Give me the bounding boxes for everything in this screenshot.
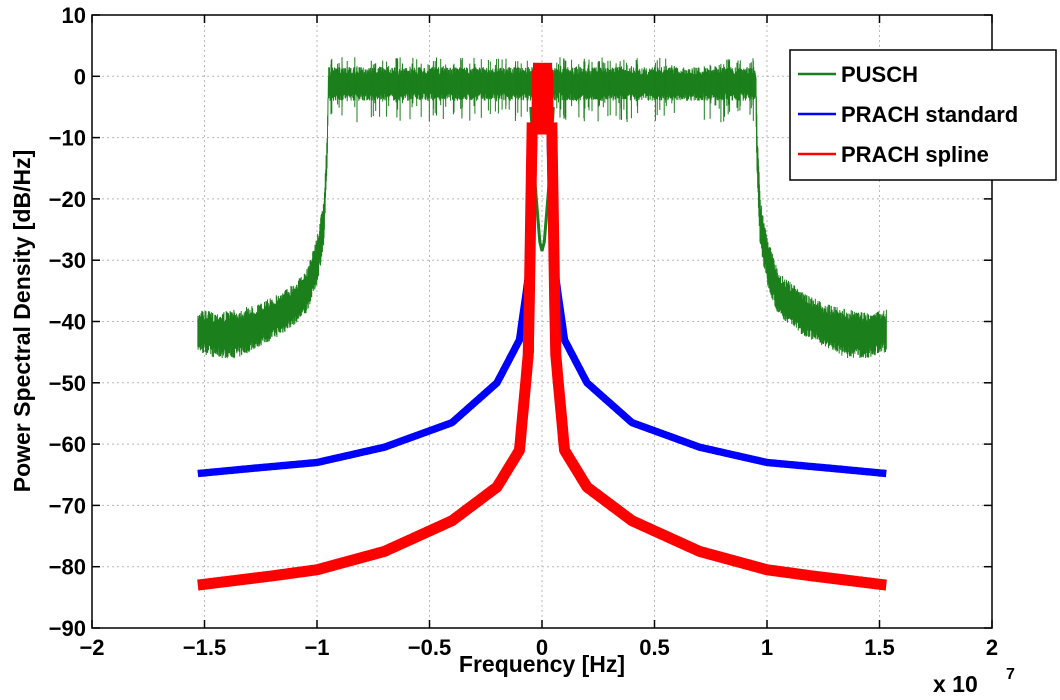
x-tick-label: 0 — [536, 635, 548, 660]
x-multiplier-label: x 10 — [933, 671, 978, 697]
y-tick-label: −90 — [49, 616, 86, 641]
legend-label: PRACH spline — [841, 142, 989, 167]
legend-label: PUSCH — [841, 62, 918, 87]
y-tick-label: −70 — [49, 493, 86, 518]
y-tick-label: 0 — [74, 64, 86, 89]
prach-spline-line-right — [546, 122, 891, 591]
x-multiplier-exponent: 7 — [1006, 666, 1015, 683]
y-axis-title: Power Spectral Density [dB/Hz] — [9, 150, 35, 493]
prach-spline-skirt-right — [551, 70, 557, 354]
x-axis-title: Frequency [Hz] — [459, 651, 625, 677]
legend-label: PRACH standard — [841, 102, 1018, 127]
x-tick-label: 2 — [986, 635, 998, 660]
x-multiplier-base: x 10 — [933, 671, 978, 697]
x-tick-label: 1.5 — [864, 635, 895, 660]
prach-spline-center-block — [533, 62, 553, 135]
y-tick-label: −50 — [49, 371, 86, 396]
x-tick-label: 1 — [761, 635, 773, 660]
x-tick-label: −0.5 — [408, 635, 451, 660]
x-tick-label: −2 — [79, 635, 104, 660]
y-tick-label: −60 — [49, 432, 86, 457]
prach-spline-skirt-left — [527, 70, 534, 354]
x-tick-label: −1.5 — [183, 635, 226, 660]
legend: PUSCH PRACH standard PRACH spline — [789, 49, 1057, 181]
x-tick-label: −1 — [304, 635, 329, 660]
x-tick-label: 0.5 — [639, 635, 670, 660]
y-tick-label: −10 — [49, 126, 86, 151]
tick-labels: −2 −1.5 −1 −0.5 0 0.5 1 1.5 2 10 0 −10 −20 −30 −40 −50 −… — [49, 3, 998, 660]
y-tick-label: −20 — [49, 187, 86, 212]
pusch-spikes — [330, 57, 754, 123]
axis-ticks — [91, 14, 993, 629]
y-tick-label: −80 — [49, 555, 86, 580]
y-tick-label: −30 — [49, 248, 86, 273]
series-layer — [193, 57, 891, 591]
y-tick-label: 10 — [62, 3, 86, 28]
y-tick-label: −40 — [49, 310, 86, 335]
prach-spline-line-left — [193, 122, 538, 591]
